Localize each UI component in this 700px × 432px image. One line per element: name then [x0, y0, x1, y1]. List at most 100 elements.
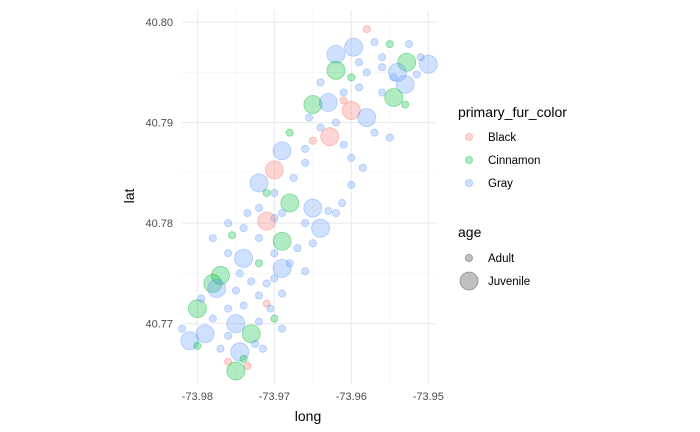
- data-point: [370, 38, 379, 47]
- data-point: [264, 160, 284, 180]
- data-point: [254, 234, 263, 243]
- data-point: [270, 249, 279, 258]
- data-point: [254, 204, 263, 213]
- data-point: [216, 344, 225, 353]
- y-tick-label: 40.77: [145, 319, 173, 331]
- y-tick-label: 40.80: [145, 17, 173, 29]
- data-point: [370, 128, 379, 137]
- size-legend-key: [464, 253, 473, 262]
- data-point: [344, 37, 364, 57]
- y-axis-title: lat: [121, 189, 137, 204]
- data-point: [285, 259, 294, 268]
- data-point: [347, 180, 356, 189]
- data-point: [324, 207, 333, 216]
- data-point: [249, 173, 269, 193]
- size-legend-label: Juvenile: [488, 276, 530, 288]
- data-point: [357, 108, 377, 127]
- data-point: [177, 324, 186, 333]
- data-point: [301, 158, 310, 167]
- data-point: [208, 234, 217, 243]
- color-legend-key: [464, 178, 473, 187]
- data-point: [339, 88, 348, 97]
- data-point: [347, 73, 356, 82]
- data-point: [378, 63, 387, 72]
- data-point: [230, 342, 250, 362]
- data-point: [272, 258, 292, 278]
- data-point: [378, 88, 387, 97]
- color-legend-label: Black: [488, 132, 516, 144]
- y-tick-label: 40.78: [145, 218, 173, 230]
- y-tick-label: 40.79: [145, 118, 173, 130]
- data-point: [303, 95, 323, 114]
- data-point: [339, 140, 348, 149]
- data-point: [320, 127, 340, 147]
- data-point: [388, 62, 407, 82]
- data-point: [226, 314, 246, 334]
- data-point: [378, 53, 387, 62]
- color-legend-title: primary_fur_color: [458, 104, 567, 120]
- plot-grid: [182, 10, 436, 384]
- x-axis-title: long: [295, 408, 321, 424]
- data-point: [193, 341, 202, 350]
- data-point: [195, 324, 215, 344]
- data-point: [203, 274, 223, 293]
- data-point: [326, 44, 346, 64]
- data-point: [226, 361, 246, 381]
- data-point: [405, 40, 414, 49]
- data-point: [418, 54, 438, 74]
- data-point: [278, 324, 287, 333]
- data-point: [224, 331, 233, 340]
- data-point: [257, 211, 277, 231]
- data-point: [316, 123, 325, 132]
- data-point: [339, 96, 348, 105]
- data-point: [266, 304, 275, 313]
- data-point: [234, 248, 253, 268]
- data-point: [180, 331, 200, 351]
- data-point: [347, 153, 356, 162]
- data-point: [254, 317, 263, 326]
- data-point: [211, 266, 230, 285]
- data-point: [262, 279, 271, 288]
- data-point: [272, 231, 292, 251]
- data-point: [285, 128, 294, 137]
- x-tick-label: -73.97: [259, 391, 290, 403]
- data-point: [224, 304, 233, 313]
- size-legend-label: Adult: [488, 253, 515, 265]
- data-point: [308, 136, 317, 145]
- data-point: [289, 173, 298, 182]
- data-point: [270, 214, 279, 223]
- x-tick-label: -73.95: [413, 391, 444, 403]
- size-legend-title: age: [458, 224, 482, 240]
- data-point: [254, 259, 263, 268]
- data-point: [243, 209, 252, 218]
- data-point: [247, 277, 256, 286]
- data-point: [341, 101, 361, 120]
- data-point: [228, 231, 237, 240]
- data-point: [224, 357, 233, 366]
- data-point: [316, 78, 325, 87]
- x-tick-label: -73.96: [336, 391, 367, 403]
- color-legend-items: Black Cinnamon Gray: [464, 132, 540, 190]
- data-point: [389, 73, 398, 82]
- data-point: [385, 133, 394, 142]
- data-point: [355, 83, 364, 92]
- color-legend-label: Gray: [488, 178, 513, 190]
- data-point: [301, 219, 310, 228]
- color-legend-key: [464, 155, 473, 164]
- data-point: [385, 40, 394, 49]
- data-point: [358, 163, 367, 172]
- data-point: [311, 218, 330, 238]
- data-point: [197, 294, 206, 303]
- data-point: [304, 113, 313, 122]
- data-point: [293, 244, 302, 253]
- x-axis-ticks: -73.98 -73.97 -73.96 -73.95: [182, 391, 444, 403]
- size-legend-items: Adult Juvenile: [459, 253, 530, 291]
- data-point: [224, 249, 233, 258]
- data-point: [187, 299, 207, 318]
- data-point: [239, 224, 248, 233]
- data-point: [326, 60, 346, 80]
- data-point: [270, 274, 279, 283]
- data-point: [231, 286, 240, 295]
- data-point: [207, 279, 227, 298]
- data-point: [262, 299, 271, 308]
